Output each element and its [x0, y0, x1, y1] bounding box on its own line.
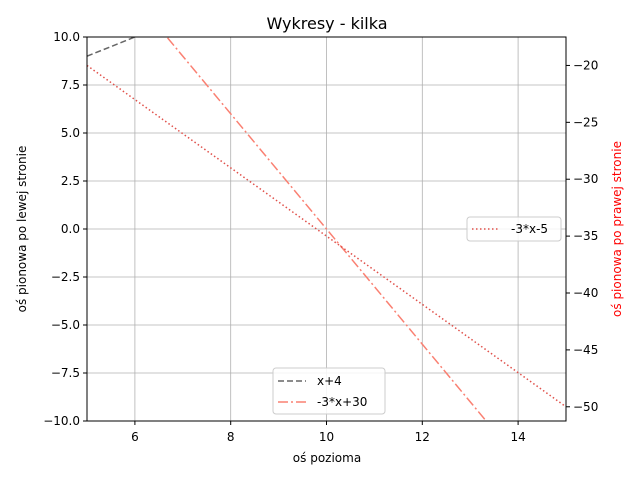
x-tick-label: 6: [131, 430, 139, 444]
chart-title: Wykresy - kilka: [266, 14, 387, 33]
legend-left: x+4 -3*x+30: [273, 368, 385, 414]
legend-label: -3*x+30: [317, 395, 367, 409]
x-axis-label: oś pozioma: [293, 451, 361, 465]
left-tick-label: 10.0: [53, 30, 80, 44]
left-axis-label: oś pionowa po lewej stronie: [15, 146, 29, 313]
legend-label: -3*x-5: [511, 222, 548, 236]
legend-label: x+4: [317, 374, 342, 388]
right-tick-label: −45: [573, 343, 598, 357]
x-tick-label: 14: [510, 430, 525, 444]
x-tick-label: 12: [415, 430, 430, 444]
left-tick-label: −7.5: [51, 366, 80, 380]
left-tick-label: −2.5: [51, 270, 80, 284]
right-axis-label: oś pionowa po prawej stronie: [610, 141, 624, 317]
x-tick-label: 10: [319, 430, 334, 444]
right-tick-label: −25: [573, 115, 598, 129]
left-tick-label: 2.5: [61, 174, 80, 188]
legend-right: -3*x-5: [467, 217, 561, 241]
left-tick-label: −10.0: [43, 414, 80, 428]
right-tick-label: −40: [573, 286, 598, 300]
left-tick-label: −5.0: [51, 318, 80, 332]
x-tick-label: 8: [227, 430, 235, 444]
right-tick-label: −50: [573, 400, 598, 414]
right-tick-label: −20: [573, 58, 598, 72]
left-tick-label: 5.0: [61, 126, 80, 140]
left-tick-label: 0.0: [61, 222, 80, 236]
left-tick-label: 7.5: [61, 78, 80, 92]
right-tick-label: −30: [573, 172, 598, 186]
right-tick-label: −35: [573, 229, 598, 243]
